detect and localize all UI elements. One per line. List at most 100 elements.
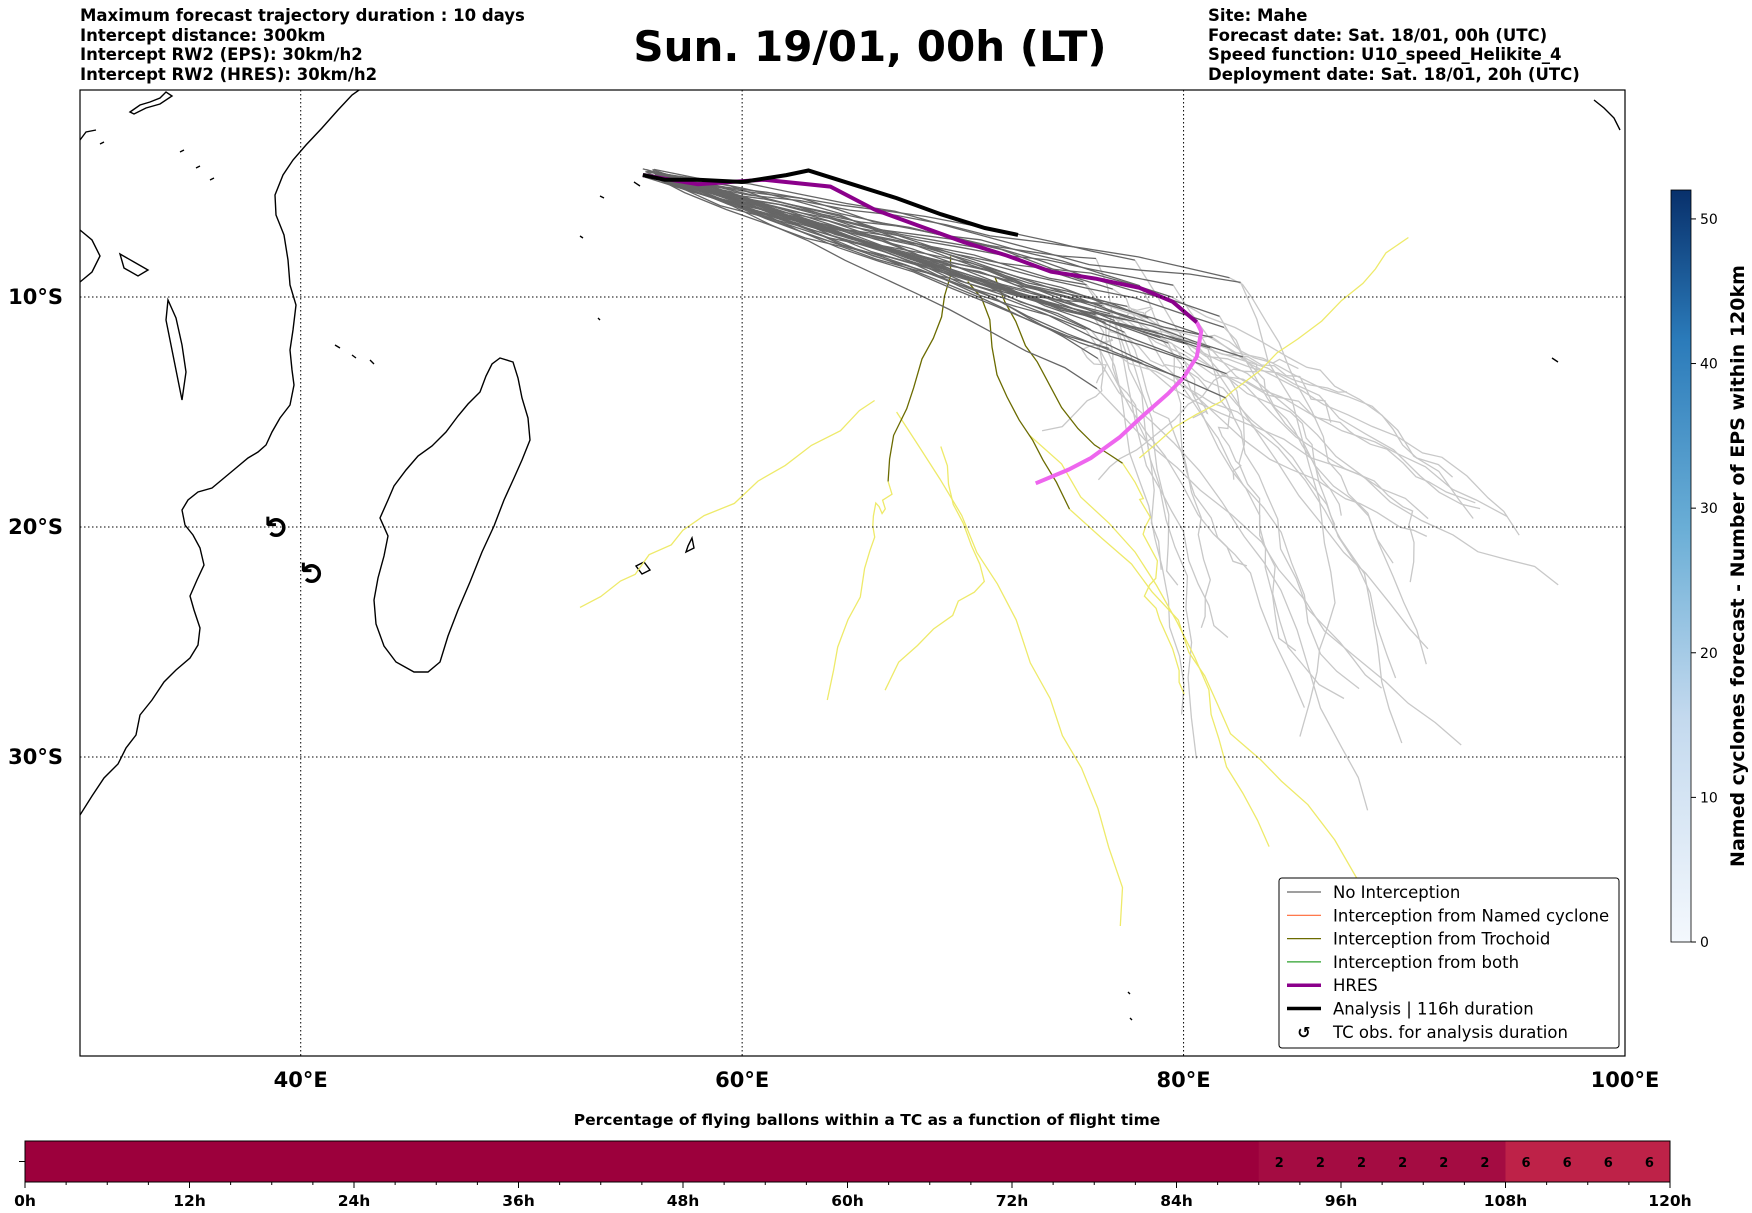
trochoid-trajectory (994, 276, 1123, 464)
time-bar-tick-label: 96h (1325, 1192, 1358, 1210)
eps-trajectory (652, 174, 1175, 377)
time-bar-value: 6 (1645, 1156, 1654, 1171)
eps-trajectory (642, 168, 1136, 261)
eps-trajectory-late (1096, 388, 1462, 746)
header-left-line: Maximum forecast trajectory duration : 1… (80, 6, 525, 25)
eps-trajectory-late (1041, 304, 1105, 432)
no-interception-late-trajectories (1041, 258, 1559, 811)
header-right-line: Deployment date: Sat. 18/01, 20h (UTC) (1208, 64, 1580, 84)
coastlines (80, 90, 1621, 1021)
time-bar-value: 6 (1604, 1156, 1613, 1171)
eps-trajectory (652, 170, 1230, 279)
eps-trajectory-late (1095, 314, 1209, 392)
eps-trajectory (648, 170, 1227, 375)
sri-lanka-area-island (1551, 99, 1621, 363)
legend-label: Interception from both (1333, 953, 1519, 972)
africa-coastline (80, 90, 361, 816)
time-bar-segment (1382, 1141, 1424, 1182)
time-bar-tick-label: 12h (173, 1192, 206, 1210)
header-right-line: Forecast date: Sat. 18/01, 00h (UTC) (1208, 25, 1548, 45)
eps-trajectory-late (1199, 333, 1242, 480)
lon-tick-label: 60°E (715, 1068, 769, 1092)
header-right-line: Speed function: U10_speed_Helikite_4 (1208, 45, 1562, 64)
eps-trajectory (656, 174, 1211, 349)
header-right: Site: Mahe Forecast date: Sat. 18/01, 00… (1208, 6, 1580, 84)
eps-trajectory (654, 172, 1201, 335)
time-bar-tick-label: 60h (831, 1192, 864, 1210)
time-bar-value: 6 (1563, 1156, 1572, 1171)
eps-trajectory-late (1134, 319, 1336, 526)
tc-obs-symbol: ↺ (295, 560, 330, 585)
eps-trajectory (646, 174, 1149, 319)
legend-label: Analysis | 116h duration (1333, 1000, 1534, 1019)
chagos (579, 235, 601, 321)
eps-trajectory-late (1209, 347, 1476, 504)
analysis-track (642, 168, 1019, 237)
header-right-line: Site: Mahe (1208, 6, 1308, 25)
mascarene-islands (634, 535, 695, 575)
lon-tick-label: 40°E (274, 1068, 328, 1092)
time-bar-segment (1341, 1141, 1383, 1182)
time-bar-segment (1628, 1141, 1671, 1182)
header-left: Maximum forecast trajectory duration : 1… (80, 6, 525, 84)
comoros (334, 344, 375, 365)
eps-trajectory-late (1212, 336, 1520, 536)
eps-trajectory-late (1141, 362, 1403, 744)
time-bar-segment (1258, 1141, 1301, 1182)
legend-label: Interception from Trochoid (1333, 930, 1550, 949)
eps-trajectory-late (1198, 347, 1415, 583)
time-bar-segment (1423, 1141, 1465, 1182)
legend-label: HRES (1333, 976, 1378, 995)
time-bar-segment (1587, 1141, 1630, 1182)
eps-trajectory-late (1097, 358, 1369, 811)
time-bar-value: 2 (1316, 1156, 1325, 1171)
time-bar-tick-label: 48h (667, 1192, 700, 1210)
eps-trajectory-late (1109, 313, 1332, 423)
eps-trajectory (655, 173, 1110, 350)
map-tick-labels: 40°E 60°E 80°E 100°E 10°S 20°S 30°S (8, 285, 1659, 1092)
eps-trajectory-late (1085, 329, 1305, 708)
legend-label: Interception from Named cyclone (1333, 906, 1609, 925)
eps-trajectory-late (1082, 281, 1299, 370)
eps-trajectory-late (1172, 284, 1474, 519)
time-bar-segment (25, 1141, 1260, 1182)
trochoid-trajectory-late (884, 446, 986, 691)
trochoid-trajectory (967, 281, 1071, 510)
eps-trajectory-late (1229, 277, 1394, 564)
madagascar-coastline (373, 357, 531, 673)
eps-trajectory-late (1159, 337, 1360, 690)
legend-symbol: ↺ (1297, 1023, 1310, 1042)
time-bar-tick-label: 120h (1648, 1192, 1691, 1210)
trochoid-trajectory-late (1138, 236, 1409, 459)
time-bar-tick-label: 72h (996, 1192, 1029, 1210)
header-left-line: Intercept distance: 300km (80, 25, 326, 45)
eps-trajectory (659, 175, 1141, 287)
legend-box (1278, 877, 1620, 1049)
eps-trajectory (654, 173, 1225, 329)
somalia-coast (80, 129, 97, 141)
eps-trajectory-late (1167, 342, 1211, 629)
time-bar-segment (1505, 1141, 1548, 1182)
tc-obs-symbol: ↺ (260, 514, 295, 539)
eps-trajectory-late (1108, 347, 1429, 520)
socotra-area (99, 91, 174, 145)
eps-trajectory-late (1181, 358, 1397, 679)
amsterdam-islands (1127, 991, 1133, 1021)
colorbar-label: Named cyclones forecast - Number of EPS … (1727, 265, 1749, 867)
time-bar-segment (1464, 1141, 1506, 1182)
time-bar-value: 2 (1439, 1156, 1448, 1171)
time-bar-segment (1546, 1141, 1589, 1182)
header-left-line: Intercept RW2 (EPS): 30km/h2 (80, 45, 363, 64)
trochoid-trajectory-late (826, 481, 893, 701)
map-grid (80, 90, 1625, 1056)
page-title: Sun. 19/01, 00h (LT) (633, 22, 1107, 71)
eps-trajectory-late (1104, 322, 1185, 715)
time-bar-tick-label: 0h (14, 1192, 36, 1210)
colorbar-tick-label: 0 (1700, 935, 1709, 951)
time-bar-segment (1299, 1141, 1342, 1182)
eps-trajectory (644, 176, 1143, 364)
map-legend: No Interception Interception from Named c… (1278, 877, 1620, 1049)
time-bar-tick-label: 108h (1484, 1192, 1527, 1210)
lat-tick-label: 10°S (8, 285, 63, 309)
time-bar-tick-label: 24h (338, 1192, 371, 1210)
